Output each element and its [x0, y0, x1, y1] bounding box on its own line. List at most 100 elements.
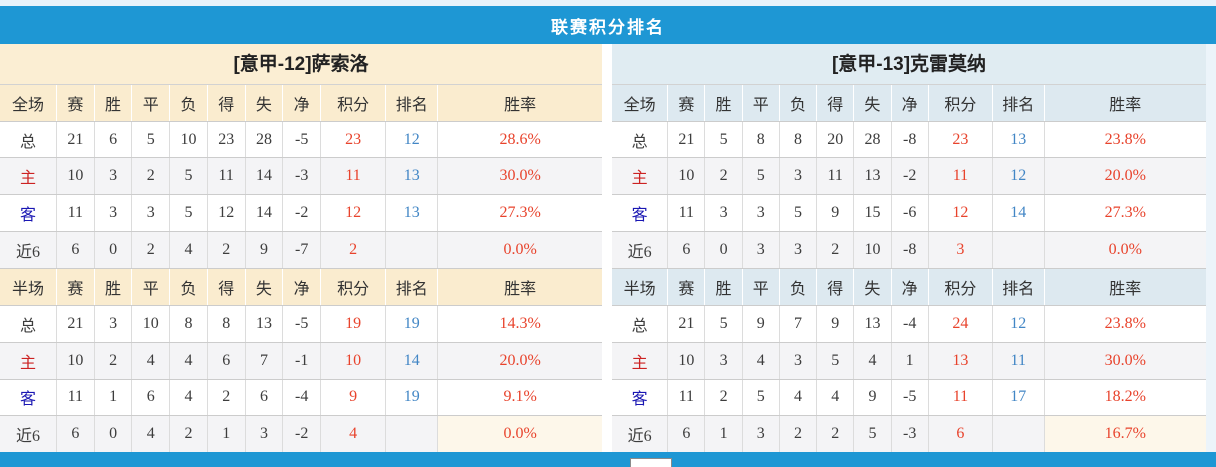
row-label: 客 [612, 379, 669, 417]
table-row: 总 21 5 9 7 9 13 -4 24 12 23.8% [612, 305, 1206, 343]
stat-cell: -3 [282, 157, 322, 196]
row-label: 客 [0, 194, 57, 233]
column-header: 平 [131, 268, 171, 306]
stat-cell: -2 [282, 415, 322, 452]
stat-cell: -8 [891, 121, 929, 159]
stat-cell: 11 [56, 379, 95, 417]
column-header-rank: 排名 [992, 85, 1045, 122]
column-header-rate: 胜率 [1044, 268, 1206, 306]
stat-cell: -5 [891, 379, 929, 417]
column-header: 失 [853, 85, 892, 122]
table-row: 近6 6 0 2 4 2 9 -7 2 0.0% [0, 231, 602, 269]
stat-cell: 1 [704, 415, 743, 452]
row-label: 客 [0, 379, 57, 417]
stat-cell: 13 [853, 157, 892, 196]
column-header: 赛 [56, 85, 95, 122]
stat-cell: 4 [131, 342, 171, 380]
stat-cell: 5 [742, 379, 780, 417]
stat-cell: -1 [282, 342, 322, 380]
stat-cell: 21 [56, 121, 95, 159]
stat-cell: 2 [131, 157, 171, 196]
row-label: 主 [0, 342, 57, 380]
stat-cell: 20 [816, 121, 855, 159]
stat-cell: 5 [704, 121, 743, 159]
stat-cell: 3 [131, 194, 171, 233]
stat-cell: 5 [816, 342, 855, 380]
stat-cell: 3 [94, 194, 133, 233]
points-cell: 11 [320, 157, 387, 196]
section-header-row: 半场赛胜平负得失净积分 排名 胜率 [0, 268, 602, 306]
stat-cell: 2 [131, 231, 171, 269]
column-header-rate: 胜率 [437, 85, 602, 122]
rate-cell: 20.0% [437, 342, 602, 380]
stat-cell: 4 [169, 342, 208, 380]
points-cell: 11 [928, 379, 994, 417]
points-cell: 24 [928, 305, 994, 343]
section-header-row: 半场赛胜平负得失净积分 排名 胜率 [612, 268, 1206, 306]
stat-cell: 5 [169, 194, 208, 233]
points-cell: 11 [928, 157, 994, 196]
stat-cell: 9 [853, 379, 892, 417]
stat-cell: 12 [207, 194, 246, 233]
stat-cell: 28 [245, 121, 284, 159]
stat-cell: 2 [169, 415, 208, 452]
stat-cell: 1 [207, 415, 246, 452]
column-header: 平 [742, 85, 780, 122]
column-header-points: 积分 [928, 85, 994, 122]
column-header: 失 [245, 85, 284, 122]
column-header: 得 [207, 268, 246, 306]
points-cell: 12 [320, 194, 387, 233]
stat-cell: 6 [207, 342, 246, 380]
column-header: 失 [853, 268, 892, 306]
column-header-points: 积分 [928, 268, 994, 306]
rate-cell: 30.0% [437, 157, 602, 196]
column-header: 赛 [667, 85, 706, 122]
bottom-bar [0, 452, 1216, 467]
row-label: 近6 [612, 231, 669, 269]
column-header-rank: 排名 [385, 268, 439, 306]
bottom-notch[interactable] [630, 458, 672, 467]
section-title-bar: 联赛积分排名 [0, 6, 1216, 44]
rank-cell: 13 [992, 121, 1045, 159]
points-cell: 3 [928, 231, 994, 269]
rank-cell: 12 [992, 305, 1045, 343]
stat-cell: 0 [94, 415, 133, 452]
stat-cell: 3 [245, 415, 284, 452]
column-header: 胜 [94, 85, 133, 122]
stat-cell: 21 [667, 305, 706, 343]
table-row: 主 10 3 4 3 5 4 1 13 11 30.0% [612, 342, 1206, 380]
stat-cell: 10 [56, 157, 95, 196]
table-gap [602, 44, 612, 452]
stat-cell: 2 [94, 342, 133, 380]
column-header: 负 [779, 268, 818, 306]
stat-cell: -4 [282, 379, 322, 417]
column-header-rank: 排名 [385, 85, 439, 122]
table-row: 客 11 2 5 4 4 9 -5 11 17 18.2% [612, 379, 1206, 417]
rate-cell: 18.2% [1044, 379, 1206, 417]
row-label: 近6 [0, 415, 57, 452]
rank-cell: 13 [385, 157, 439, 196]
stat-cell: 10 [169, 121, 208, 159]
column-header-scope: 半场 [0, 268, 57, 306]
points-cell: 9 [320, 379, 387, 417]
column-header-scope: 半场 [612, 268, 669, 306]
team-title: [意甲-12]萨索洛 [0, 44, 602, 85]
section-header-row: 全场赛胜平负得失净积分 排名 胜率 [0, 85, 602, 122]
stat-cell: 10 [56, 342, 95, 380]
column-header-rank: 排名 [992, 268, 1045, 306]
column-header-scope: 全场 [0, 85, 57, 122]
row-label: 主 [612, 342, 669, 380]
table-row: 客 11 3 3 5 12 14 -2 12 13 27.3% [0, 194, 602, 233]
table-row: 主 10 2 5 3 11 13 -2 11 12 20.0% [612, 157, 1206, 196]
column-header: 负 [169, 268, 208, 306]
points-cell: 19 [320, 305, 387, 343]
stat-cell: -5 [282, 121, 322, 159]
rate-cell: 30.0% [1044, 342, 1206, 380]
column-header: 赛 [56, 268, 95, 306]
stat-cell: 2 [207, 379, 246, 417]
rank-cell: 13 [385, 194, 439, 233]
stat-cell: 4 [816, 379, 855, 417]
stat-cell: 10 [667, 342, 706, 380]
rate-cell: 23.8% [1044, 121, 1206, 159]
stat-cell: 11 [667, 379, 706, 417]
